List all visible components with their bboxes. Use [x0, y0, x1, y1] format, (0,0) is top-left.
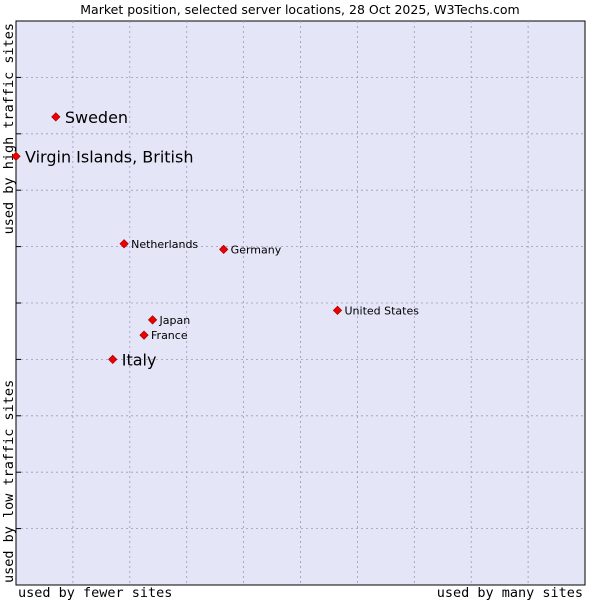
label-netherlands: Netherlands [131, 238, 198, 251]
marker-united-states [332, 305, 343, 315]
point-united-states: United States [332, 304, 419, 317]
label-japan: Japan [159, 314, 191, 327]
label-france: France [151, 329, 188, 342]
point-sweden: Sweden [51, 108, 128, 127]
point-germany: Germany [219, 243, 282, 256]
point-italy: Italy [108, 350, 157, 369]
grid-lines [16, 21, 585, 585]
marker-sweden [51, 112, 61, 122]
point-netherlands: Netherlands [119, 238, 198, 251]
x-axis-label-many: used by many sites [437, 585, 583, 600]
marker-virgin-islands-british [11, 151, 21, 161]
marker-japan [147, 315, 158, 325]
label-virgin-islands-british: Virgin Islands, British [25, 147, 193, 166]
label-united-states: United States [344, 304, 419, 317]
x-axis-label-fewer: used by fewer sites [18, 585, 172, 600]
y-axis-label-low-traffic: used by low traffic sites [1, 380, 17, 583]
label-sweden: Sweden [65, 108, 128, 127]
marker-germany [219, 244, 229, 255]
marker-france [139, 330, 149, 340]
marker-netherlands [119, 239, 129, 249]
y-axis-label-high-traffic: used by high traffic sites [1, 23, 17, 234]
marker-italy [108, 354, 118, 365]
point-virgin-islands-british: Virgin Islands, British [11, 147, 193, 166]
point-japan: Japan [147, 314, 191, 327]
label-italy: Italy [122, 350, 157, 369]
label-germany: Germany [231, 243, 282, 256]
chart-title: Market position, selected server locatio… [80, 2, 519, 17]
point-france: France [139, 329, 188, 342]
